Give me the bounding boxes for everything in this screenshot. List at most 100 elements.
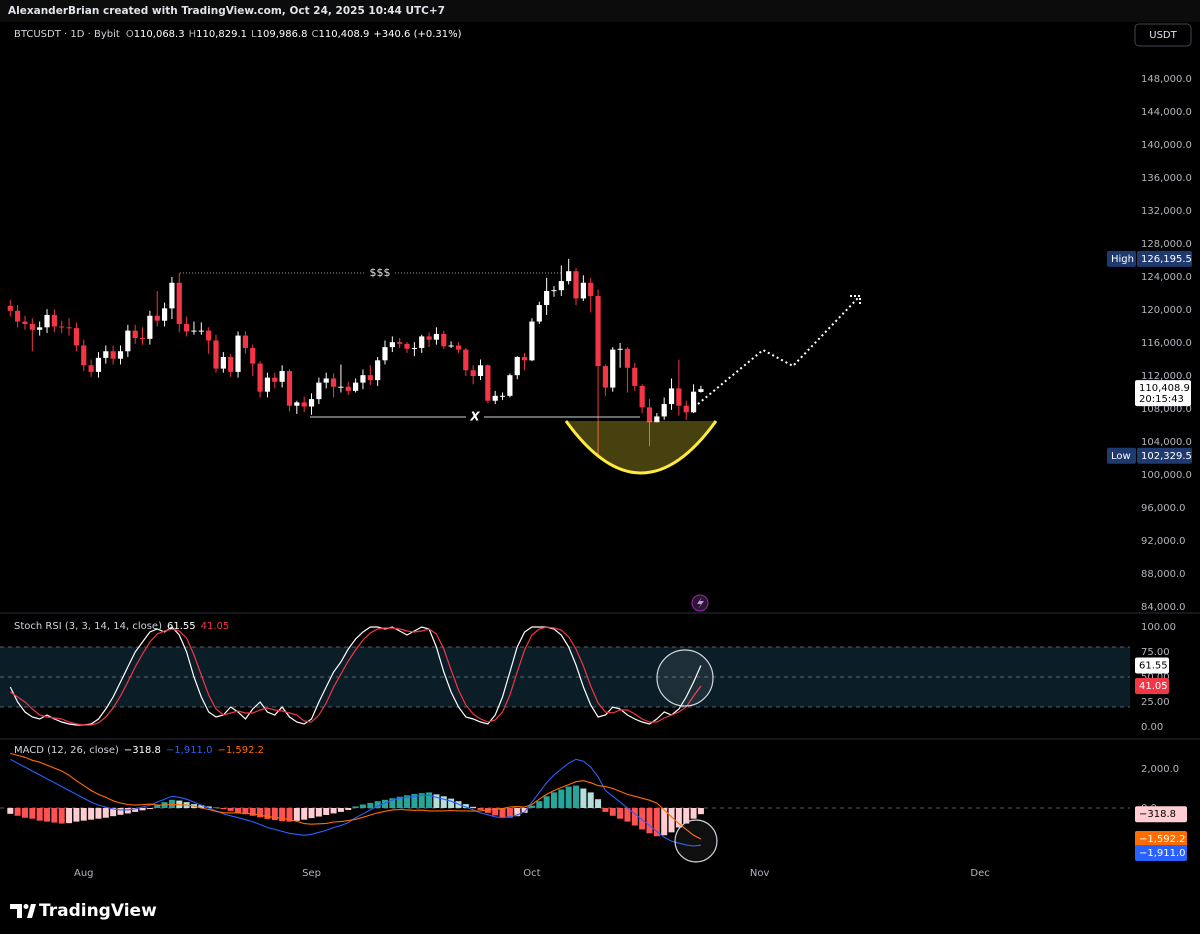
y-tick-label: 88,000.0 xyxy=(1141,569,1186,580)
marker-label: High xyxy=(1111,254,1134,265)
candle-body xyxy=(117,351,124,359)
candle-body xyxy=(257,363,263,392)
legend-value: 109,986.8 xyxy=(257,29,308,40)
histogram-bar xyxy=(536,801,543,808)
histogram-bar xyxy=(470,806,477,808)
candle-body xyxy=(683,405,689,413)
candle-body xyxy=(132,330,138,339)
candle-body xyxy=(676,388,682,406)
histogram-bar xyxy=(499,807,506,818)
histogram-bar xyxy=(36,807,43,821)
y-tick-label: 50.00 xyxy=(1141,672,1170,683)
histogram-bar xyxy=(381,799,388,808)
candle-body xyxy=(595,295,601,367)
histogram-bar xyxy=(279,807,286,822)
histogram-bar xyxy=(293,807,300,821)
candle-body xyxy=(470,370,476,376)
series-line xyxy=(10,758,701,847)
candle-body xyxy=(345,386,351,391)
candle-body xyxy=(139,338,146,340)
y-tick-label: 100,000.0 xyxy=(1141,470,1192,481)
candle-body xyxy=(521,357,528,361)
histogram-bar xyxy=(426,792,433,808)
marker-value: 126,195.5 xyxy=(1141,254,1192,265)
histogram-bar xyxy=(168,799,175,808)
y-tick-label: 84,000.0 xyxy=(1141,602,1186,613)
candle-body xyxy=(551,290,557,292)
x-tick-label: Sep xyxy=(302,868,321,879)
candle-body xyxy=(22,321,28,325)
last-value-box xyxy=(1135,657,1169,674)
histogram-bar xyxy=(301,807,308,820)
countdown: 20:15:43 xyxy=(1139,394,1184,405)
histogram-bar xyxy=(323,807,330,815)
candle-body xyxy=(382,347,388,361)
y-tick-label: 128,000.0 xyxy=(1141,239,1192,250)
candle-body xyxy=(213,340,219,369)
legend-change: +340.6 (+0.31%) xyxy=(373,29,461,40)
y-tick-label: 108,000.0 xyxy=(1141,404,1192,415)
histogram-bar xyxy=(205,806,212,808)
candle-body xyxy=(610,349,616,388)
candle-body xyxy=(698,389,704,392)
histogram-bar xyxy=(389,798,396,808)
histogram-bar xyxy=(227,807,234,811)
candle-body xyxy=(492,395,498,401)
histogram-bar xyxy=(580,788,587,808)
histogram-bar xyxy=(595,799,602,808)
indicator-title: MACD (12, 26, close) xyxy=(14,745,119,756)
candle-body xyxy=(323,378,329,383)
histogram-bar xyxy=(198,805,205,808)
y-tick-label: 2,000.0 xyxy=(1141,764,1179,775)
histogram-bar xyxy=(448,798,455,808)
histogram-bar xyxy=(367,802,374,808)
last-price-box xyxy=(1135,380,1191,407)
candle-body xyxy=(499,395,506,397)
histogram-bar xyxy=(213,807,220,809)
logo-mark xyxy=(10,904,22,918)
legend-value: 110,408.9 xyxy=(319,29,370,40)
legend-value: 61.55 xyxy=(167,621,196,632)
brand-logo xyxy=(10,904,36,918)
candle-body xyxy=(367,375,373,381)
candle-body xyxy=(37,327,43,330)
candle-body xyxy=(558,281,564,291)
highlight-circle xyxy=(674,819,718,863)
candle-body xyxy=(485,365,491,401)
histogram-bar xyxy=(58,807,65,824)
histogram-bar xyxy=(587,792,594,808)
x-tick-label: Nov xyxy=(750,868,770,879)
histogram-bar xyxy=(235,807,242,813)
alert-bolt xyxy=(697,597,704,609)
candle-body xyxy=(316,382,322,400)
y-tick-label: 124,000.0 xyxy=(1141,272,1192,283)
candle-body xyxy=(147,315,153,339)
marker-label: Low xyxy=(1111,451,1131,462)
candle-body xyxy=(448,345,454,347)
candle-body xyxy=(507,375,513,396)
histogram-bar xyxy=(653,807,660,837)
y-tick-label: 75.00 xyxy=(1141,647,1170,658)
candle-body xyxy=(206,330,212,341)
histogram-bar xyxy=(352,806,359,808)
histogram-bar xyxy=(514,807,521,817)
legend: MACD (12, 26, close) −318.8 −1,911.0 −1,592… xyxy=(14,745,264,756)
histogram-bar xyxy=(286,807,293,822)
histogram-bar xyxy=(264,807,271,819)
candle-body xyxy=(15,310,21,322)
histogram-bar xyxy=(242,807,249,815)
legend-value: −1,592.2 xyxy=(217,745,264,756)
currency: USDT xyxy=(1149,30,1177,41)
histogram-bar xyxy=(565,786,572,808)
candle-body xyxy=(661,404,667,417)
currency-button[interactable] xyxy=(1134,23,1192,47)
logo-mark xyxy=(27,904,36,918)
y-tick-label: 92,000.0 xyxy=(1141,536,1186,547)
candle-body xyxy=(220,357,226,369)
histogram-bar xyxy=(668,807,675,833)
candle-body xyxy=(73,328,80,346)
candle-body xyxy=(330,378,337,387)
legend-value: 41.05 xyxy=(201,621,230,632)
